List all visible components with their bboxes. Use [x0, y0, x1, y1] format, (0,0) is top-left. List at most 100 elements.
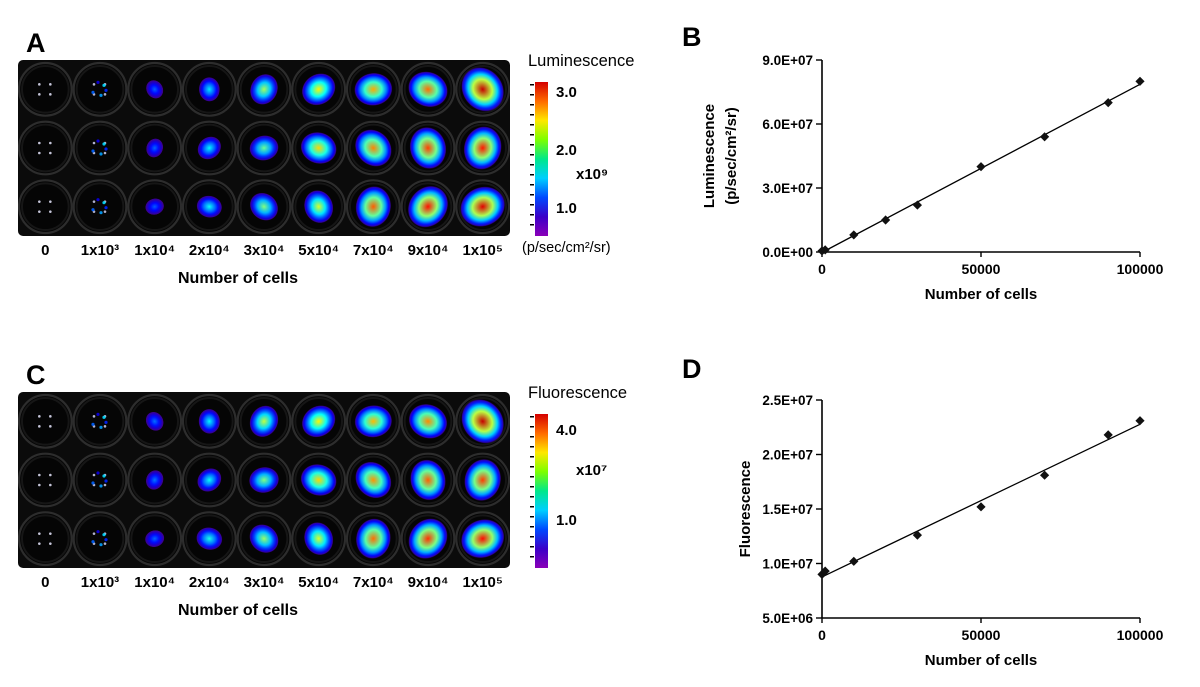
y-tick-label: 3.0E+07 [762, 181, 813, 196]
cell-count-label: 7x10⁴ [352, 574, 394, 591]
y-tick-label: 2.0E+07 [762, 448, 813, 463]
well-signal-blob [144, 530, 165, 548]
well [18, 120, 73, 176]
well [72, 511, 128, 567]
panel-c-x-axis-title: Number of cells [177, 602, 299, 619]
well-signal-blob [460, 186, 506, 227]
well-signal-blob [300, 132, 337, 164]
well-signal-blob [249, 405, 279, 438]
cell-count-label: 9x10⁴ [407, 574, 449, 591]
cell-count-label: 2x10⁴ [188, 242, 230, 259]
data-point [1103, 430, 1113, 440]
well-signal-blob [407, 185, 449, 228]
x-tick-label: 0 [818, 627, 826, 643]
data-point [1135, 76, 1145, 86]
cell-count-label: 1x10⁵ [462, 242, 503, 259]
y-tick-label: 9.0E+07 [762, 53, 813, 68]
well-signal-blob [354, 405, 393, 438]
y-tick-label: 5.0E+06 [762, 611, 813, 626]
colorbar-tick: 2.0 [556, 142, 577, 159]
colorbar-tick: 1.0 [556, 512, 577, 529]
well-signal-blob [304, 522, 334, 556]
cell-count-label: 3x10⁴ [243, 574, 285, 591]
x-tick-label: 100000 [1117, 261, 1164, 277]
well-signal-blob [300, 464, 337, 496]
well-signal-blob [355, 461, 392, 499]
panel-b-label: B [682, 22, 702, 52]
x-tick-label: 50000 [962, 261, 1001, 277]
colorbar-multiplier: x10⁹ [576, 166, 609, 183]
well [18, 452, 73, 508]
data-point [1040, 470, 1050, 480]
well-signal-blob [301, 405, 336, 438]
panel-c-colorbar: Fluorescence 4.0 1.0 x10⁷ [522, 384, 692, 608]
panel-d-label: D [682, 354, 702, 384]
well [72, 61, 128, 117]
well-signal-blob [301, 73, 336, 106]
y-axis-title: Luminescence [701, 104, 718, 208]
well-signal-blob [354, 129, 392, 167]
cell-count-label: 5x10⁴ [298, 242, 340, 259]
well [72, 120, 128, 176]
data-point [976, 162, 986, 172]
well-signal-blob [304, 190, 334, 224]
x-tick-label: 100000 [1117, 627, 1164, 643]
well-signal-blob [408, 403, 448, 439]
data-point [849, 230, 859, 240]
well-signal-blob [464, 459, 502, 501]
data-point [1040, 132, 1050, 142]
well-signal-blob [408, 71, 448, 108]
y-tick-label: 6.0E+07 [762, 117, 813, 132]
well-signal-blob [145, 80, 164, 99]
well-signal-blob [249, 135, 279, 161]
y-axis-title: Fluorescence [737, 461, 754, 558]
y-tick-label: 1.0E+07 [762, 557, 813, 572]
x-tick-label: 50000 [962, 627, 1001, 643]
colorbar-gradient [530, 414, 548, 568]
well-signal-blob [250, 73, 278, 105]
well-signal-blob [197, 136, 222, 160]
cell-count-label: 1x10⁵ [462, 574, 503, 591]
cell-count-label: 9x10⁴ [407, 242, 449, 259]
well [18, 179, 73, 235]
well-signal-blob [355, 518, 391, 559]
x-tick-label: 0 [818, 261, 826, 277]
panel-c-label: C [26, 360, 46, 390]
well-signal-blob [145, 470, 164, 490]
cell-count-label: 0 [41, 574, 50, 591]
panel-c-column-labels: 0 1x10³ 1x10⁴ 2x10⁴ 3x10⁴ 5x10⁴ 7x10⁴ 9x10⁴ 1x10… [18, 574, 510, 591]
panel-a-well-plate-image [18, 60, 510, 236]
cell-count-label: 1x10³ [80, 242, 120, 259]
well-signal-blob [408, 518, 448, 559]
well [18, 61, 73, 117]
colorbar-multiplier: x10⁷ [576, 462, 608, 479]
well-signal-blob [354, 72, 393, 106]
y-axis-title: (p/sec/cm²/sr) [723, 107, 740, 205]
y-tick-label: 0.0E+00 [762, 245, 813, 260]
well-signal-blob [197, 468, 222, 492]
cell-count-label: 1x10⁴ [134, 574, 176, 591]
data-point [1135, 416, 1145, 426]
colorbar-gradient [530, 82, 548, 236]
well-signal-blob [249, 192, 279, 221]
well [18, 511, 73, 567]
colorbar-tick: 1.0 [556, 200, 577, 217]
panel-b-scatter-chart: 0 50000 100000 0.0E+00 3.0E+07 6.0E+07 9.0E+07… [701, 53, 1164, 303]
well-signal-blob [196, 195, 223, 218]
panel-a-colorbar: Luminescence 3.0 2.0 1.0 x10⁹ (p/sec/cm²… [522, 52, 692, 276]
well [72, 393, 128, 449]
data-point [820, 566, 830, 576]
colorbar-unit: (p/sec/cm²/sr) [522, 240, 611, 256]
x-axis-title: Number of cells [925, 286, 1038, 303]
well-signal-blob [198, 77, 220, 102]
y-tick-label: 1.5E+07 [762, 502, 813, 517]
cell-count-label: 1x10⁴ [134, 242, 176, 259]
well-signal-blob [461, 67, 505, 112]
well-signal-blob [145, 411, 164, 431]
y-tick-label: 2.5E+07 [762, 393, 813, 408]
colorbar-title: Fluorescence [528, 384, 628, 402]
well [18, 393, 73, 449]
cell-count-label: 7x10⁴ [352, 242, 394, 259]
colorbar-title: Luminescence [528, 52, 635, 70]
well-signal-blob [146, 138, 164, 158]
